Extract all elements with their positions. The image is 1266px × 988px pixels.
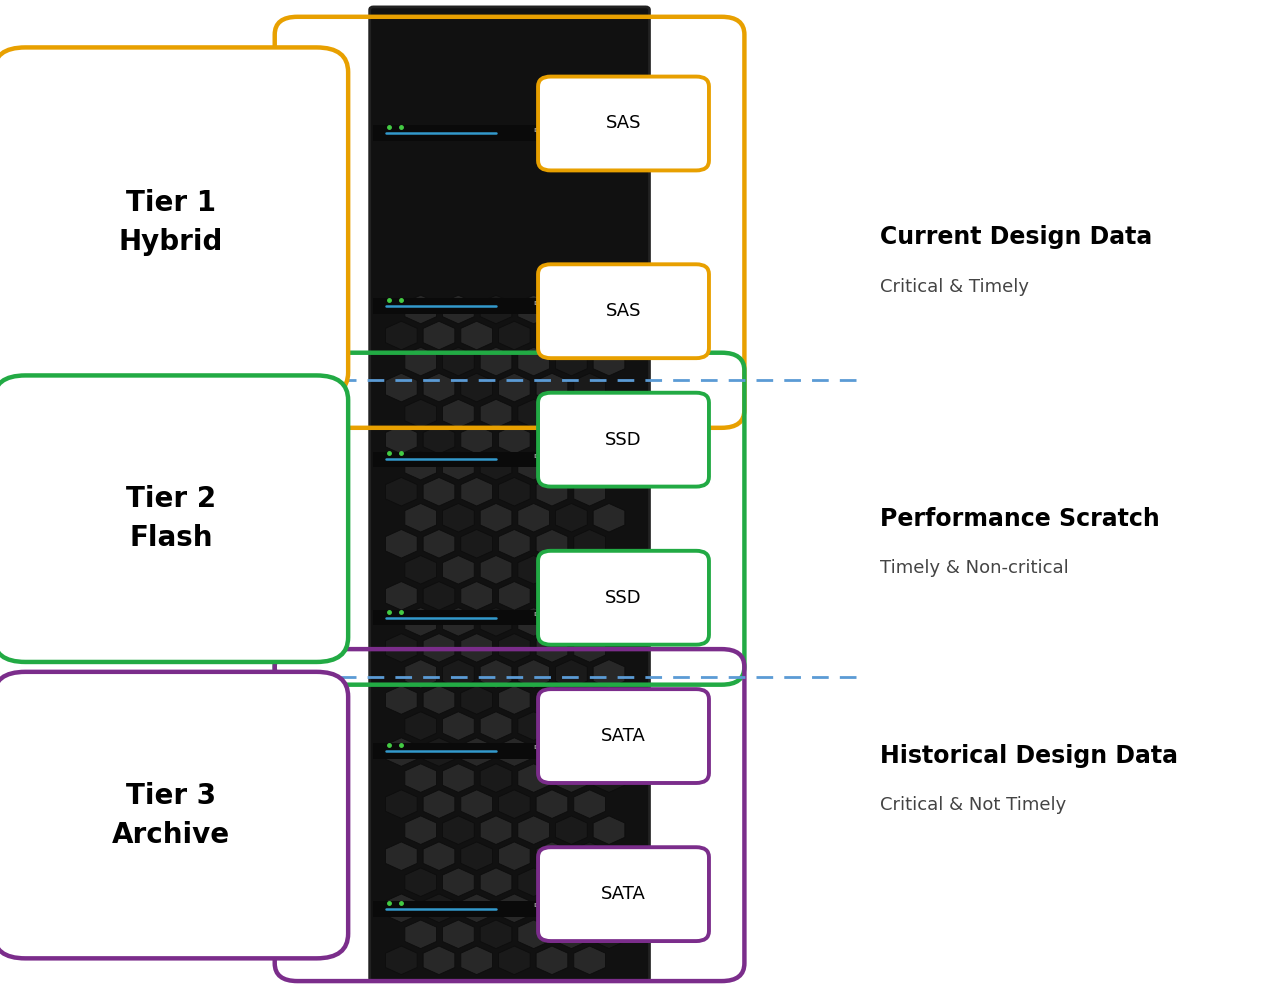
Text: DELL: DELL — [533, 453, 551, 459]
Bar — [373, 610, 646, 625]
FancyBboxPatch shape — [0, 375, 348, 662]
Text: SSD: SSD — [605, 589, 642, 607]
FancyBboxPatch shape — [538, 264, 709, 359]
Text: Critical & Not Timely: Critical & Not Timely — [880, 796, 1066, 814]
Text: SAS: SAS — [605, 115, 642, 132]
Text: SATA: SATA — [601, 885, 646, 903]
FancyBboxPatch shape — [538, 551, 709, 644]
Text: SSD: SSD — [605, 431, 642, 449]
Text: Tier 1
Hybrid: Tier 1 Hybrid — [119, 189, 223, 256]
Text: Critical & Timely: Critical & Timely — [880, 278, 1029, 295]
Text: DELL: DELL — [533, 300, 551, 306]
FancyBboxPatch shape — [538, 393, 709, 486]
Bar — [373, 452, 646, 467]
Text: Performance Scratch: Performance Scratch — [880, 507, 1160, 531]
Bar — [373, 901, 646, 917]
Text: Tier 2
Flash: Tier 2 Flash — [125, 485, 216, 552]
Text: Tier 3
Archive: Tier 3 Archive — [111, 782, 230, 849]
FancyBboxPatch shape — [370, 7, 649, 981]
Text: DELL: DELL — [533, 903, 551, 909]
Text: DELL: DELL — [533, 127, 551, 133]
Text: Timely & Non-critical: Timely & Non-critical — [880, 559, 1069, 577]
Bar — [373, 743, 646, 759]
FancyBboxPatch shape — [538, 848, 709, 941]
Bar — [373, 298, 646, 314]
Text: DELL: DELL — [533, 745, 551, 751]
FancyBboxPatch shape — [0, 47, 348, 397]
FancyBboxPatch shape — [0, 672, 348, 958]
Text: SATA: SATA — [601, 727, 646, 745]
Text: SAS: SAS — [605, 302, 642, 320]
FancyBboxPatch shape — [538, 690, 709, 782]
Text: Historical Design Data: Historical Design Data — [880, 744, 1177, 768]
Text: DELL: DELL — [533, 612, 551, 618]
Bar — [373, 125, 646, 141]
FancyBboxPatch shape — [538, 77, 709, 170]
Text: Current Design Data: Current Design Data — [880, 225, 1152, 249]
